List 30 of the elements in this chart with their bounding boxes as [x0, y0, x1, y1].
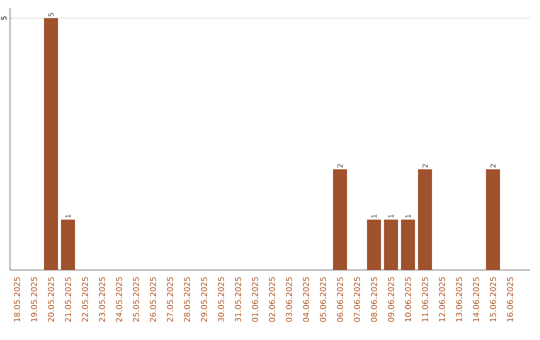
x-tick-label: 06.06.2025 — [336, 277, 344, 322]
x-tick-label: 27.05.2025 — [166, 277, 174, 322]
x-tick-label: 25.05.2025 — [132, 277, 140, 322]
x-tick-label: 07.06.2025 — [354, 277, 360, 322]
x-tick-label: 12.06.2025 — [438, 277, 446, 322]
x-tick-label: 19.05.2025 — [30, 277, 38, 322]
x-tick-label: 18.05.2025 — [14, 277, 20, 322]
x-tick-label: 14.06.2025 — [472, 277, 480, 322]
x-tick-label: 16.06.2025 — [506, 277, 514, 322]
x-tick-label: 30.05.2025 — [218, 277, 224, 322]
x-tick-label: 29.05.2025 — [200, 277, 208, 322]
x-tick-label: 28.05.2025 — [184, 277, 190, 322]
x-tick-label: 15.06.2025 — [490, 277, 496, 322]
x-tick-label: 05.06.2025 — [320, 277, 326, 322]
x-tick-label: 03.06.2025 — [286, 277, 292, 322]
x-tick-label: 26.05.2025 — [150, 277, 156, 322]
x-tick-label: 08.06.2025 — [370, 277, 378, 322]
x-tick-label: 01.06.2025 — [252, 277, 258, 322]
x-tick-label: 11.06.2025 — [422, 277, 428, 322]
x-tick-label: 24.05.2025 — [116, 277, 122, 322]
x-tick-label: 20.05.2025 — [48, 277, 54, 322]
x-tick-label: 23.05.2025 — [98, 277, 106, 322]
x-tick-label: 04.06.2025 — [302, 277, 310, 322]
x-tick-label: 09.06.2025 — [388, 277, 394, 322]
x-tick-label: 02.06.2025 — [268, 277, 276, 322]
x-tick-label: 31.05.2025 — [234, 277, 242, 322]
x-tick-label: 10.06.2025 — [404, 277, 412, 322]
x-tick-label: 13.06.2025 — [456, 277, 462, 322]
x-tick-label: 22.05.2025 — [82, 277, 88, 322]
x-tick-label: 21.05.2025 — [64, 277, 72, 322]
